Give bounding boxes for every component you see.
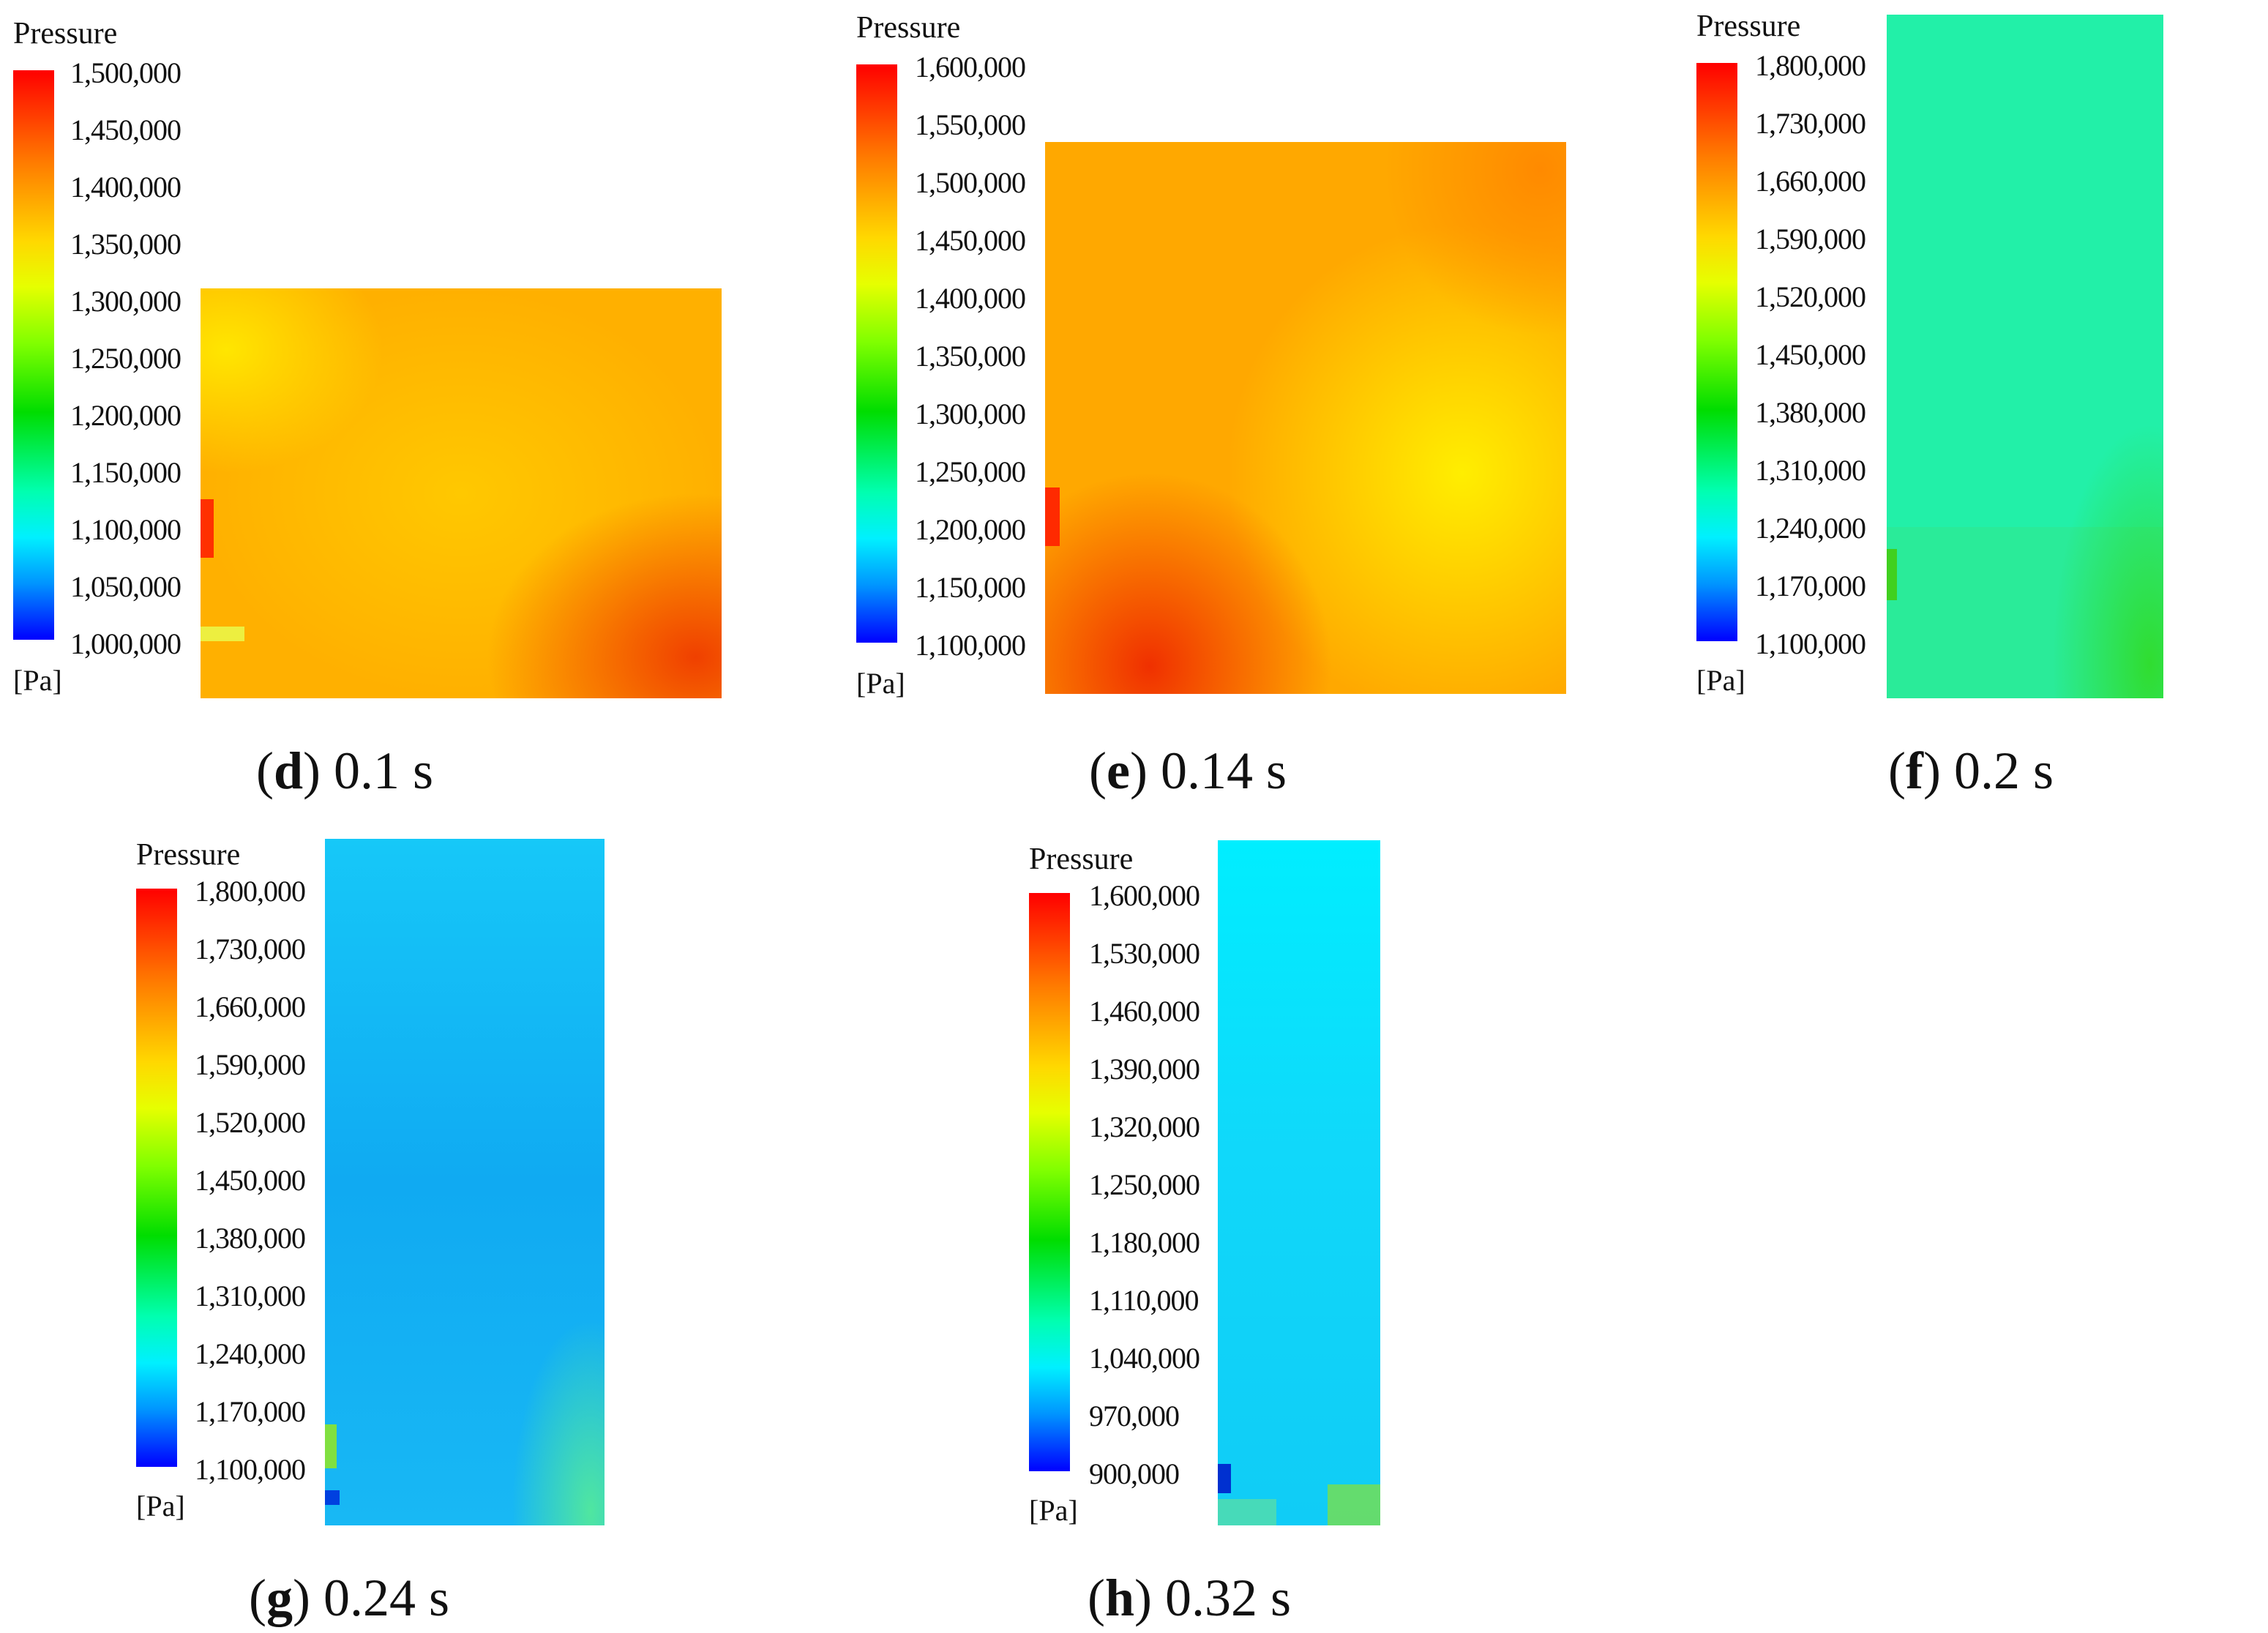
tick-label: 1,350,000 <box>70 228 181 261</box>
caption: (f) 0.2 s <box>1888 741 2054 800</box>
tick-label: 1,730,000 <box>195 933 306 965</box>
legend-title: Pressure <box>1696 10 1801 43</box>
pressure-field <box>325 839 605 1525</box>
colorbar <box>1696 63 1737 641</box>
tick-label: 1,450,000 <box>195 1164 306 1197</box>
tick-label: 1,240,000 <box>195 1337 306 1370</box>
tick-label: 1,590,000 <box>195 1048 306 1081</box>
tick-label: 1,520,000 <box>1755 280 1866 313</box>
pressure-field <box>201 288 722 698</box>
caption-time: 0.14 s <box>1147 741 1287 800</box>
colorbar <box>136 889 177 1467</box>
caption-time: 0.1 s <box>321 741 434 800</box>
caption: (e) 0.14 s <box>1089 741 1287 800</box>
tick-label: 1,380,000 <box>195 1222 306 1255</box>
caption-time: 0.24 s <box>310 1569 449 1627</box>
tick-label: 1,450,000 <box>1755 338 1866 371</box>
tick-label: 1,170,000 <box>1755 569 1866 602</box>
tick-label: 1,380,000 <box>1755 396 1866 429</box>
tick-label: 1,300,000 <box>915 397 1026 430</box>
unit-label: [Pa] <box>136 1490 185 1522</box>
caption: (d) 0.1 s <box>256 741 434 800</box>
tick-label: 1,390,000 <box>1089 1053 1200 1085</box>
tick-label: 1,300,000 <box>70 285 181 318</box>
legend-title: Pressure <box>136 838 241 872</box>
tick-label: 1,100,000 <box>70 513 181 546</box>
tick-label: 1,180,000 <box>1089 1226 1200 1259</box>
tick-label: 1,530,000 <box>1089 937 1200 970</box>
tick-label: 1,250,000 <box>915 455 1026 488</box>
tick-label: 1,590,000 <box>1755 223 1866 255</box>
tick-label: 1,310,000 <box>1755 454 1866 487</box>
tick-label: 1,320,000 <box>1089 1110 1200 1143</box>
colorbar <box>856 64 897 643</box>
pressure-field <box>1218 840 1380 1525</box>
tick-label: 1,100,000 <box>915 629 1026 662</box>
tick-label: 1,110,000 <box>1089 1284 1200 1317</box>
tick-label: 1,200,000 <box>915 513 1026 546</box>
unit-label: [Pa] <box>13 664 62 697</box>
tick-label: 1,100,000 <box>195 1453 306 1486</box>
tick-label: 1,240,000 <box>1755 512 1866 545</box>
legend-title: Pressure <box>1029 842 1134 876</box>
pressure-field <box>1887 15 2163 698</box>
unit-label: [Pa] <box>1696 664 1745 697</box>
tick-label: 1,800,000 <box>1755 49 1866 82</box>
legend-title: Pressure <box>13 17 118 51</box>
tick-label: 1,660,000 <box>195 990 306 1023</box>
caption-letter: d <box>273 741 304 800</box>
tick-label: 1,500,000 <box>915 166 1026 199</box>
tick-label: 1,350,000 <box>915 340 1026 373</box>
tick-label: 1,450,000 <box>70 113 181 146</box>
tick-label: 1,100,000 <box>1755 627 1866 660</box>
colorbar <box>13 70 54 640</box>
pressure-field <box>1045 142 1566 694</box>
tick-label: 1,460,000 <box>1089 995 1200 1028</box>
tick-label: 1,600,000 <box>1089 879 1200 912</box>
caption-letter: f <box>1905 741 1923 800</box>
tick-label: 1,520,000 <box>195 1106 306 1139</box>
unit-label: [Pa] <box>1029 1494 1078 1527</box>
tick-label: 1,600,000 <box>915 51 1026 83</box>
caption-letter: g <box>266 1569 293 1627</box>
tick-label: 1,250,000 <box>70 342 181 375</box>
tick-label: 1,660,000 <box>1755 165 1866 198</box>
tick-label: 1,550,000 <box>915 108 1026 141</box>
tick-label: 1,800,000 <box>195 875 306 908</box>
tick-label: 1,000,000 <box>70 627 181 660</box>
tick-label: 900,000 <box>1089 1457 1180 1490</box>
tick-label: 1,050,000 <box>70 570 181 603</box>
tick-label: 1,400,000 <box>915 282 1026 315</box>
caption-time: 0.2 s <box>1940 741 2054 800</box>
tick-label: 970,000 <box>1089 1400 1180 1432</box>
caption-time: 0.32 s <box>1152 1569 1292 1627</box>
colorbar <box>1029 893 1070 1471</box>
tick-label: 1,500,000 <box>70 56 181 89</box>
tick-label: 1,200,000 <box>70 399 181 432</box>
tick-label: 1,170,000 <box>195 1395 306 1428</box>
legend-title: Pressure <box>856 11 961 45</box>
caption-letter: e <box>1106 741 1130 800</box>
caption-letter: h <box>1104 1569 1135 1627</box>
tick-label: 1,450,000 <box>915 224 1026 257</box>
caption: (h) 0.32 s <box>1088 1569 1292 1627</box>
tick-label: 1,400,000 <box>70 171 181 203</box>
tick-label: 1,250,000 <box>1089 1168 1200 1201</box>
tick-label: 1,310,000 <box>195 1279 306 1312</box>
tick-label: 1,730,000 <box>1755 107 1866 140</box>
caption: (g) 0.24 s <box>249 1569 449 1627</box>
tick-label: 1,150,000 <box>70 456 181 489</box>
tick-label: 1,150,000 <box>915 571 1026 604</box>
unit-label: [Pa] <box>856 667 905 700</box>
tick-label: 1,040,000 <box>1089 1342 1200 1375</box>
